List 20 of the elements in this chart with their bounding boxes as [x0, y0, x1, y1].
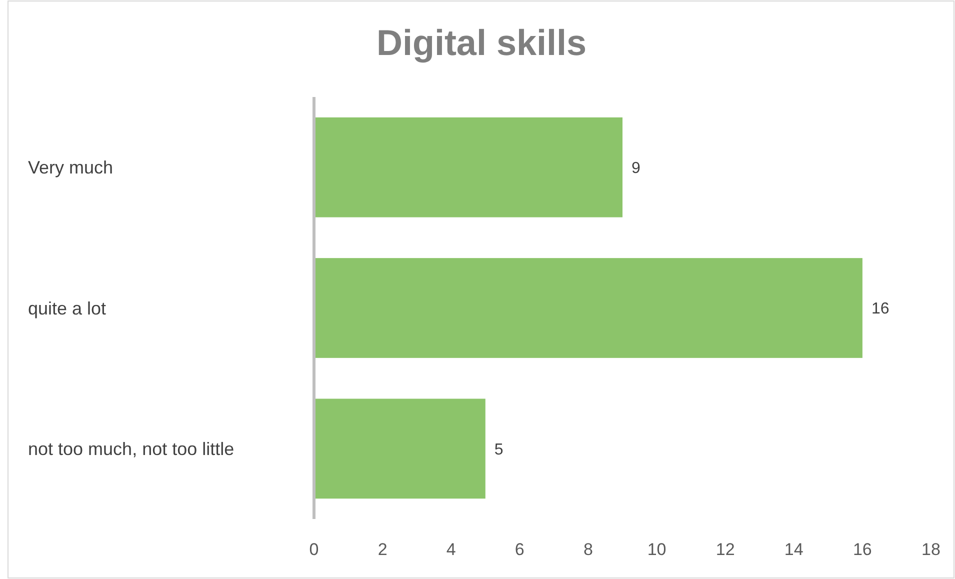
x-tick-label: 2: [378, 540, 388, 559]
x-tick-label: 0: [309, 540, 319, 559]
y-tick-label: Very much: [28, 158, 114, 178]
y-tick-label: not too much, not too little: [28, 438, 234, 459]
y-tick-label: quite a lot: [28, 298, 106, 318]
data-label: 5: [494, 441, 504, 458]
bar: [314, 398, 486, 499]
x-tick-label: 18: [922, 540, 940, 559]
chart-title: Digital skills: [376, 22, 587, 63]
x-tick-label: 6: [514, 540, 524, 559]
x-tick-label: 8: [583, 540, 593, 559]
data-label: 16: [871, 300, 890, 318]
data-label: 9: [632, 160, 640, 177]
x-tick-label: 12: [716, 540, 735, 559]
x-tick-label: 14: [784, 540, 804, 559]
x-tick-label: 4: [446, 540, 456, 559]
bar: [314, 117, 622, 218]
bar: [314, 258, 862, 358]
x-tick-label: 10: [647, 540, 666, 559]
x-tick-label: 16: [852, 540, 872, 559]
